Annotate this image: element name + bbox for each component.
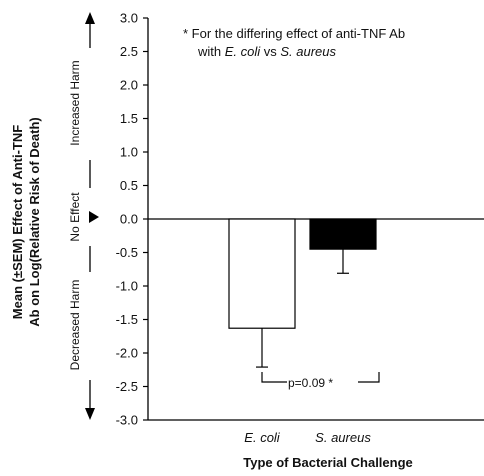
x-category-label: E. coli — [244, 430, 281, 445]
pvalue-bracket-left — [261, 372, 287, 383]
y-tick-label: 3.0 — [120, 11, 138, 26]
y-tick-label: 0.0 — [120, 212, 138, 227]
x-category-label: S. aureus — [315, 430, 371, 445]
y-axis-title-line2: Ab on Log(Relative Risk of Death) — [27, 117, 42, 326]
increased-harm-label: Increased Harm — [68, 60, 82, 145]
y-axis-title-line1: Mean (±SEM) Effect of Anti-TNF — [10, 125, 25, 319]
plot-area: 3.0 2.5 2.0 1.5 1.0 0.5 0.0 -0.5 -1.0 -1.5 -2.0 -2.… — [116, 11, 484, 445]
up-arrow-icon — [85, 12, 95, 24]
y-tick-label: -2.0 — [116, 346, 138, 361]
y-tick-label: 1.0 — [120, 145, 138, 160]
bar-e-coli — [228, 218, 296, 329]
footnote-line1: * For the differing effect of anti-TNF A… — [183, 26, 405, 41]
pvalue-bracket-right — [358, 372, 380, 383]
no-effect-pointer-icon — [89, 211, 99, 223]
footnote-line2: with E. coli vs S. aureus — [197, 44, 337, 59]
y-tick-label: -3.0 — [116, 413, 138, 428]
y-tick-label: -0.5 — [116, 245, 138, 260]
decreased-harm-label: Decreased Harm — [68, 280, 82, 371]
pvalue-label: p=0.09 * — [288, 376, 333, 390]
y-tick-label: -2.5 — [116, 379, 138, 394]
y-tick-label: 0.5 — [120, 178, 138, 193]
y-tick-label: -1.0 — [116, 279, 138, 294]
down-arrow-icon — [85, 408, 95, 420]
y-tick-label: 2.5 — [120, 44, 138, 59]
y-tick-label: 1.5 — [120, 111, 138, 126]
y-tick-label: 2.0 — [120, 78, 138, 93]
x-axis-title: Type of Bacterial Challenge — [243, 455, 413, 470]
y-tick-label: -1.5 — [116, 312, 138, 327]
no-effect-label: No Effect — [68, 192, 82, 242]
bar-s-aureus — [309, 218, 377, 250]
